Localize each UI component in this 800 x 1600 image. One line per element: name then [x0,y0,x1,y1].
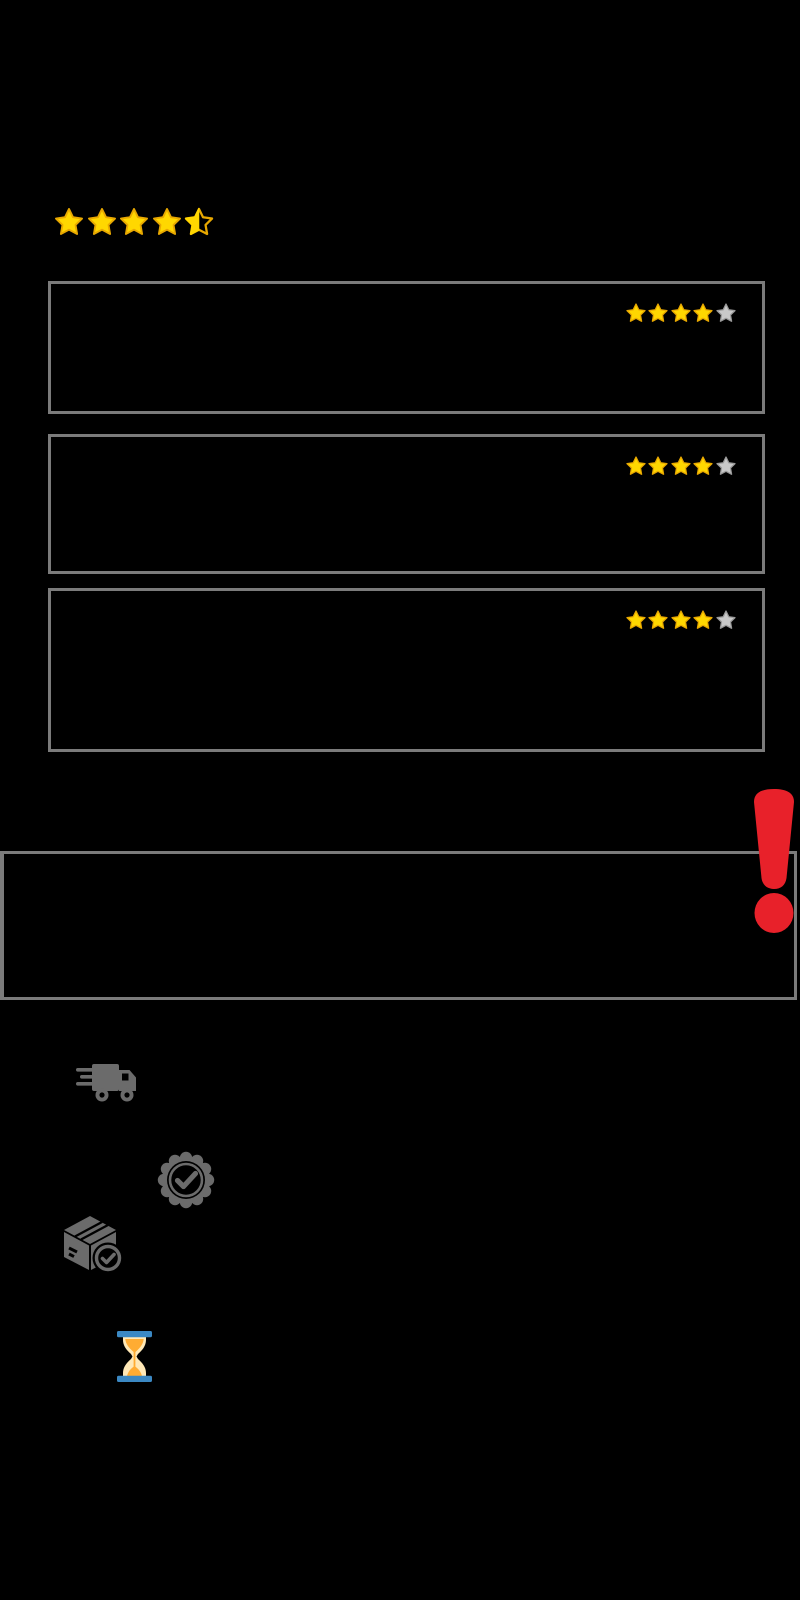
star-icon [670,456,691,475]
star-icon [693,610,713,629]
star-icon [693,456,713,475]
review-rating-stars [625,455,738,477]
review-card [48,281,765,414]
star-icon [87,208,116,235]
package-check-icon [64,1216,124,1272]
review-rating-stars [625,609,738,631]
star-icon [648,303,668,322]
star-icon [120,208,148,235]
star-icon [715,610,736,629]
review-card [48,588,765,752]
fast-delivery-truck-icon [76,1064,136,1102]
star-icon [693,303,713,322]
star-icon [55,208,83,235]
exclamation-mark-icon [754,789,794,933]
review-rating-stars [625,302,738,324]
star-icon [152,208,181,235]
overall-rating-stars [53,206,216,238]
star-icon [184,207,214,236]
star-icon [625,303,646,322]
star-icon [625,610,646,629]
star-icon [648,456,668,475]
star-icon [715,303,736,322]
star-icon [715,456,736,475]
review-card [48,434,765,574]
notice-box [0,851,797,1000]
verified-badge-check-icon [157,1151,215,1209]
star-icon [670,303,691,322]
star-icon [625,456,646,475]
star-icon [670,610,691,629]
star-icon [648,610,668,629]
hourglass-icon [117,1331,152,1382]
